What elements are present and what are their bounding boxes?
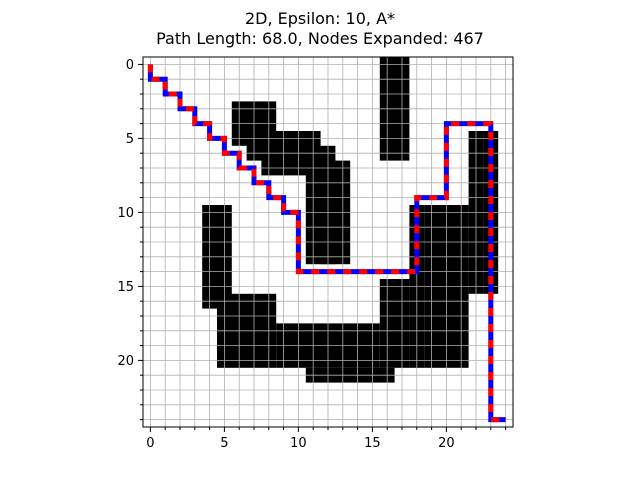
- x-tick-label: 15: [364, 436, 381, 451]
- y-tick-label: 0: [126, 58, 134, 73]
- x-tick-label: 10: [290, 436, 307, 451]
- x-tick-label: 0: [146, 436, 154, 451]
- y-tick-label: 10: [117, 206, 134, 221]
- plot-area: 0 5 10 15 20 0 5 10 15 20: [117, 56, 514, 451]
- path-line-dash: [147, 64, 506, 423]
- y-tick-label: 15: [117, 280, 134, 295]
- chart-subtitle: Path Length: 68.0, Nodes Expanded: 467: [156, 29, 484, 48]
- obstacle-cell: [379, 279, 410, 368]
- y-tick-label: 5: [126, 132, 134, 147]
- x-tick-label: 5: [220, 436, 228, 451]
- y-tick-label: 20: [117, 354, 134, 369]
- x-tick-label: 20: [438, 436, 455, 451]
- chart-title: 2D, Epsilon: 10, A*: [245, 9, 395, 28]
